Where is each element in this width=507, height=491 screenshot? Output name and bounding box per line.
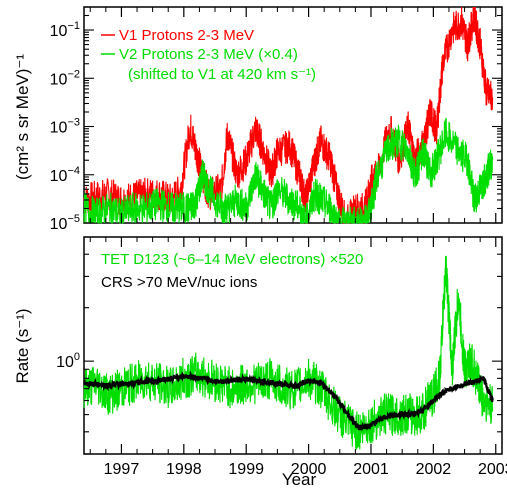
- x-tick-label: 1999: [228, 461, 264, 478]
- proton-flux-panel: 10−5 10−4 10−3 10−2 10−1 (cm² s sr MeV)⁻¹ V1…: [13, 6, 503, 233]
- x-tick-label: 2001: [353, 461, 389, 478]
- tick-group: [84, 6, 502, 224]
- legend-entry-v2-note: (shifted to V1 at 420 km s⁻¹): [128, 66, 316, 83]
- y-tick-label: 100: [56, 351, 80, 371]
- x-tick-label: 2003: [478, 461, 507, 478]
- tick-group: [84, 236, 502, 455]
- y-axis-label: (cm² s sr MeV)⁻¹: [13, 54, 32, 180]
- y-tick-label: 10−2: [50, 68, 80, 88]
- x-tick-label: 1997: [104, 461, 140, 478]
- plot-frame: [83, 236, 503, 455]
- y-tick-label: 10−1: [50, 20, 80, 40]
- y-tick-labels: 100: [56, 351, 80, 371]
- legend-entry-v1: V1 Protons 2-3 MeV: [119, 27, 254, 44]
- x-tick-label: 2000: [291, 461, 327, 478]
- legend-entry-v2: V2 Protons 2-3 MeV (×0.4): [119, 46, 298, 63]
- y-tick-labels: 10−5 10−4 10−3 10−2 10−1: [50, 20, 80, 233]
- legend-entry-crs: CRS >70 MeV/nuc ions: [101, 274, 257, 291]
- legend: V1 Protons 2-3 MeV V2 Protons 2-3 MeV (×…: [101, 27, 316, 83]
- y-tick-label: 10−4: [50, 165, 80, 185]
- series-group: [83, 6, 494, 224]
- x-axis-label: Year: [282, 470, 317, 489]
- series-line-1: [82, 370, 494, 432]
- x-tick-label: 1998: [166, 461, 202, 478]
- legend: TET D123 (~6–14 MeV electrons) ×520 CRS …: [101, 251, 363, 291]
- series-group: [82, 255, 494, 450]
- legend-entry-tet: TET D123 (~6–14 MeV electrons) ×520: [101, 251, 363, 268]
- y-tick-label: 10−3: [50, 117, 80, 137]
- rate-panel: 100 1997 1998 1999 2000 2001 2002 2003 Rate (s…: [13, 236, 507, 489]
- series-line-0: [83, 255, 494, 450]
- x-tick-labels: 1997 1998 1999 2000 2001 2002 2003: [104, 461, 507, 478]
- series-line-1: [83, 117, 494, 224]
- x-tick-label: 2002: [416, 461, 452, 478]
- y-tick-label: 10−5: [50, 213, 80, 233]
- y-axis-label: Rate (s⁻¹): [13, 308, 32, 383]
